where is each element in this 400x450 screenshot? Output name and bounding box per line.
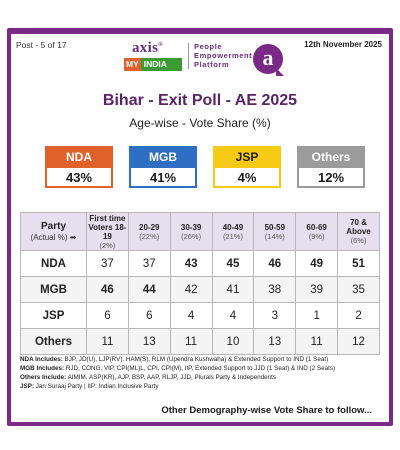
vote-share-cell: 4 xyxy=(211,302,255,329)
logo-axis-wordmark: axis® xyxy=(132,40,164,56)
summary-party-label: JSP xyxy=(213,146,281,168)
row-party-name: MGB xyxy=(20,276,87,303)
note-line: JSP: Jan Suraaj Party | IIP: Indian Incl… xyxy=(20,383,159,390)
table-row: NDA 37 37 43 45 46 49 51 xyxy=(20,250,380,277)
vote-share-cell: 37 xyxy=(86,250,129,277)
vote-share-cell: 49 xyxy=(295,250,339,277)
vote-share-cell: 1 xyxy=(295,302,339,329)
vote-share-cell: 4 xyxy=(169,302,213,329)
logo-tagline: People Empowerment Platform xyxy=(194,42,253,69)
vote-share-cell: 3 xyxy=(253,302,297,329)
row-party-name: Others xyxy=(20,328,87,355)
vote-share-cell: 11 xyxy=(86,328,129,355)
age-wise-results-table: Party (Actual %) ➡ First time Voters 18-19… xyxy=(20,212,380,355)
vote-share-cell: 35 xyxy=(337,276,380,303)
age-group-header: 70 & Above (6%) xyxy=(337,212,380,251)
vote-share-cell: 38 xyxy=(253,276,297,303)
vote-share-summary: NDA 43% MGB 41% JSP 4% Others 12% xyxy=(45,146,365,188)
age-group-header: 40-49 (21%) xyxy=(211,212,255,251)
summary-party-label: NDA xyxy=(45,146,113,168)
table-row: Others 11 13 11 10 13 11 12 xyxy=(20,328,380,355)
post-date: 12th November 2025 xyxy=(304,40,382,49)
age-group-header: 20-29 (22%) xyxy=(127,212,171,251)
follow-up-note: Other Demography-wise Vote Share to foll… xyxy=(161,405,372,416)
vote-share-cell: 46 xyxy=(253,250,297,277)
vote-share-cell: 37 xyxy=(127,250,171,277)
logo-myindia-band: MY INDIA xyxy=(124,58,182,71)
vote-share-cell: 13 xyxy=(127,328,171,355)
summary-card-oth: Others 12% xyxy=(297,146,365,188)
summary-card-jsp: JSP 4% xyxy=(213,146,281,188)
vote-share-cell: 12 xyxy=(337,328,380,355)
page-subtitle: Age-wise - Vote Share (%) xyxy=(129,116,271,130)
vote-share-cell: 13 xyxy=(253,328,297,355)
summary-card-mgb: MGB 41% xyxy=(129,146,197,188)
vote-share-cell: 39 xyxy=(295,276,339,303)
note-line: Others Include: AIMIM, ASP(KR), AJP, BSP… xyxy=(20,374,277,381)
note-line: MGB Includes: RJD, CONG, VIP, CPI(ML)L, … xyxy=(20,365,336,372)
party-notes: NDA Includes: BJP, JD(U), LJP(RV), HAM(S… xyxy=(20,355,382,391)
vote-share-cell: 11 xyxy=(295,328,339,355)
summary-vote-share: 43% xyxy=(45,168,113,188)
summary-vote-share: 12% xyxy=(297,168,365,188)
logo-divider xyxy=(188,43,189,69)
vote-share-cell: 6 xyxy=(127,302,171,329)
vote-share-cell: 43 xyxy=(169,250,213,277)
summary-party-label: Others xyxy=(297,146,365,168)
row-party-name: JSP xyxy=(20,302,87,329)
party-column-header: Party (Actual %) ➡ xyxy=(20,212,87,251)
note-line: NDA Includes: BJP, JD(U), LJP(RV), HAM(S… xyxy=(20,356,329,363)
axis-my-india-logo: axis® MY INDIA People Empowerment Platfor… xyxy=(124,40,284,74)
vote-share-cell: 46 xyxy=(86,276,129,303)
vote-share-cell: 45 xyxy=(211,250,255,277)
vote-share-cell: 42 xyxy=(169,276,213,303)
row-party-name: NDA xyxy=(20,250,87,277)
summary-vote-share: 4% xyxy=(213,168,281,188)
summary-vote-share: 41% xyxy=(129,168,197,188)
vote-share-cell: 51 xyxy=(337,250,380,277)
vote-share-cell: 11 xyxy=(169,328,213,355)
poster-border xyxy=(7,28,393,426)
vote-share-cell: 44 xyxy=(127,276,171,303)
table-row: JSP 6 6 4 4 3 1 2 xyxy=(20,302,380,329)
age-group-header: 50-59 (14%) xyxy=(253,212,297,251)
age-group-header: First time Voters 18-19 (2%) xyxy=(86,212,129,251)
age-group-header: 60-69 (9%) xyxy=(295,212,339,251)
vote-share-cell: 2 xyxy=(337,302,380,329)
age-group-header: 30-39 (26%) xyxy=(169,212,213,251)
page-title: Bihar - Exit Poll - AE 2025 xyxy=(102,92,298,109)
table-row: MGB 46 44 42 41 38 39 35 xyxy=(20,276,380,303)
table-header-row: Party (Actual %) ➡ First time Voters 18-19… xyxy=(20,212,380,251)
vote-share-cell: 10 xyxy=(211,328,255,355)
speech-bubble-a-icon: a xyxy=(253,44,284,76)
post-counter: Post - 5 of 17 xyxy=(16,40,67,50)
vote-share-cell: 41 xyxy=(211,276,255,303)
summary-card-nda: NDA 43% xyxy=(45,146,113,188)
vote-share-cell: 6 xyxy=(86,302,129,329)
summary-party-label: MGB xyxy=(129,146,197,168)
